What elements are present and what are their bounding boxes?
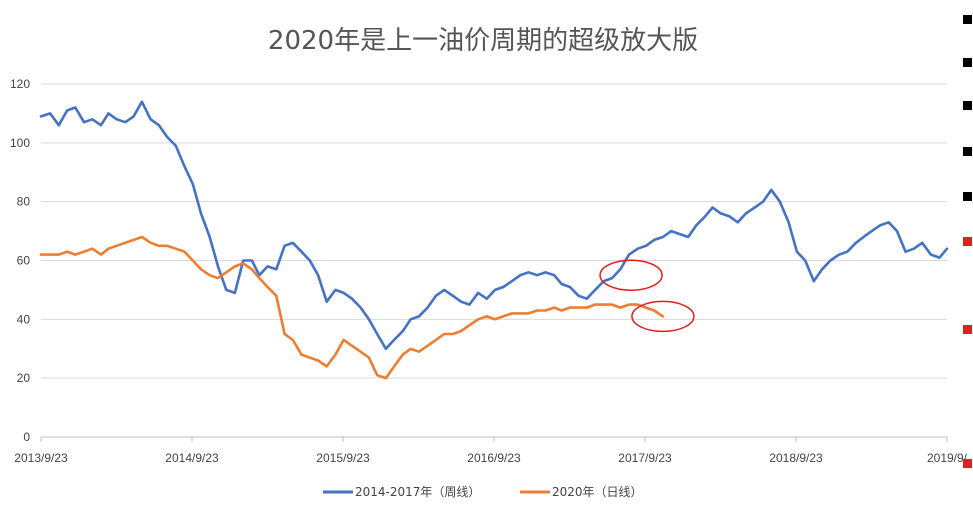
y-axis: 0 20 40 60 80 100 120: [10, 77, 30, 444]
annotation-ellipse: [631, 300, 695, 333]
y-tick-label: 100: [10, 136, 30, 150]
bullet-mark: [963, 58, 972, 67]
legend: 2014-2017年（周线） 2020年（日线）: [323, 485, 643, 499]
y-tick-label: 0: [23, 430, 30, 444]
x-tick-label: 2016/9/23: [467, 451, 521, 465]
series-line-1: [39, 100, 949, 351]
series-line-2: [39, 235, 665, 380]
annotations: [599, 259, 695, 333]
x-tick-label: 2017/9/23: [618, 451, 672, 465]
legend-label: 2020年（日线）: [552, 485, 643, 499]
x-axis-ticks: 2013/9/23 2014/9/23 2015/9/23 2016/9/23 2017…: [14, 437, 968, 465]
y-tick-label: 60: [17, 254, 31, 268]
y-tick-label: 40: [17, 312, 31, 326]
bullet-mark: [963, 15, 972, 24]
x-tick-label: 2018/9/23: [769, 451, 823, 465]
x-tick-label: 2015/9/23: [316, 451, 370, 465]
series-lines: [39, 100, 949, 380]
bullet-mark: [963, 192, 972, 201]
y-tick-label: 120: [10, 77, 30, 91]
x-tick-label: 2019/9/: [927, 451, 968, 465]
chart-title: 2020年是上一油价周期的超级放大版: [268, 26, 698, 56]
bullet-mark: [963, 101, 972, 110]
annotation-ellipse: [599, 259, 663, 291]
bullet-mark: [963, 325, 972, 334]
bullet-mark: [963, 147, 972, 156]
y-tick-label: 20: [17, 371, 31, 385]
y-tick-label: 80: [17, 195, 31, 209]
bullet-mark: [963, 237, 972, 246]
gridlines: [41, 83, 947, 379]
x-tick-label: 2014/9/23: [165, 451, 219, 465]
bullet-mark: [963, 459, 972, 468]
x-tick-label: 2013/9/23: [14, 451, 68, 465]
legend-label: 2014-2017年（周线）: [355, 485, 480, 499]
